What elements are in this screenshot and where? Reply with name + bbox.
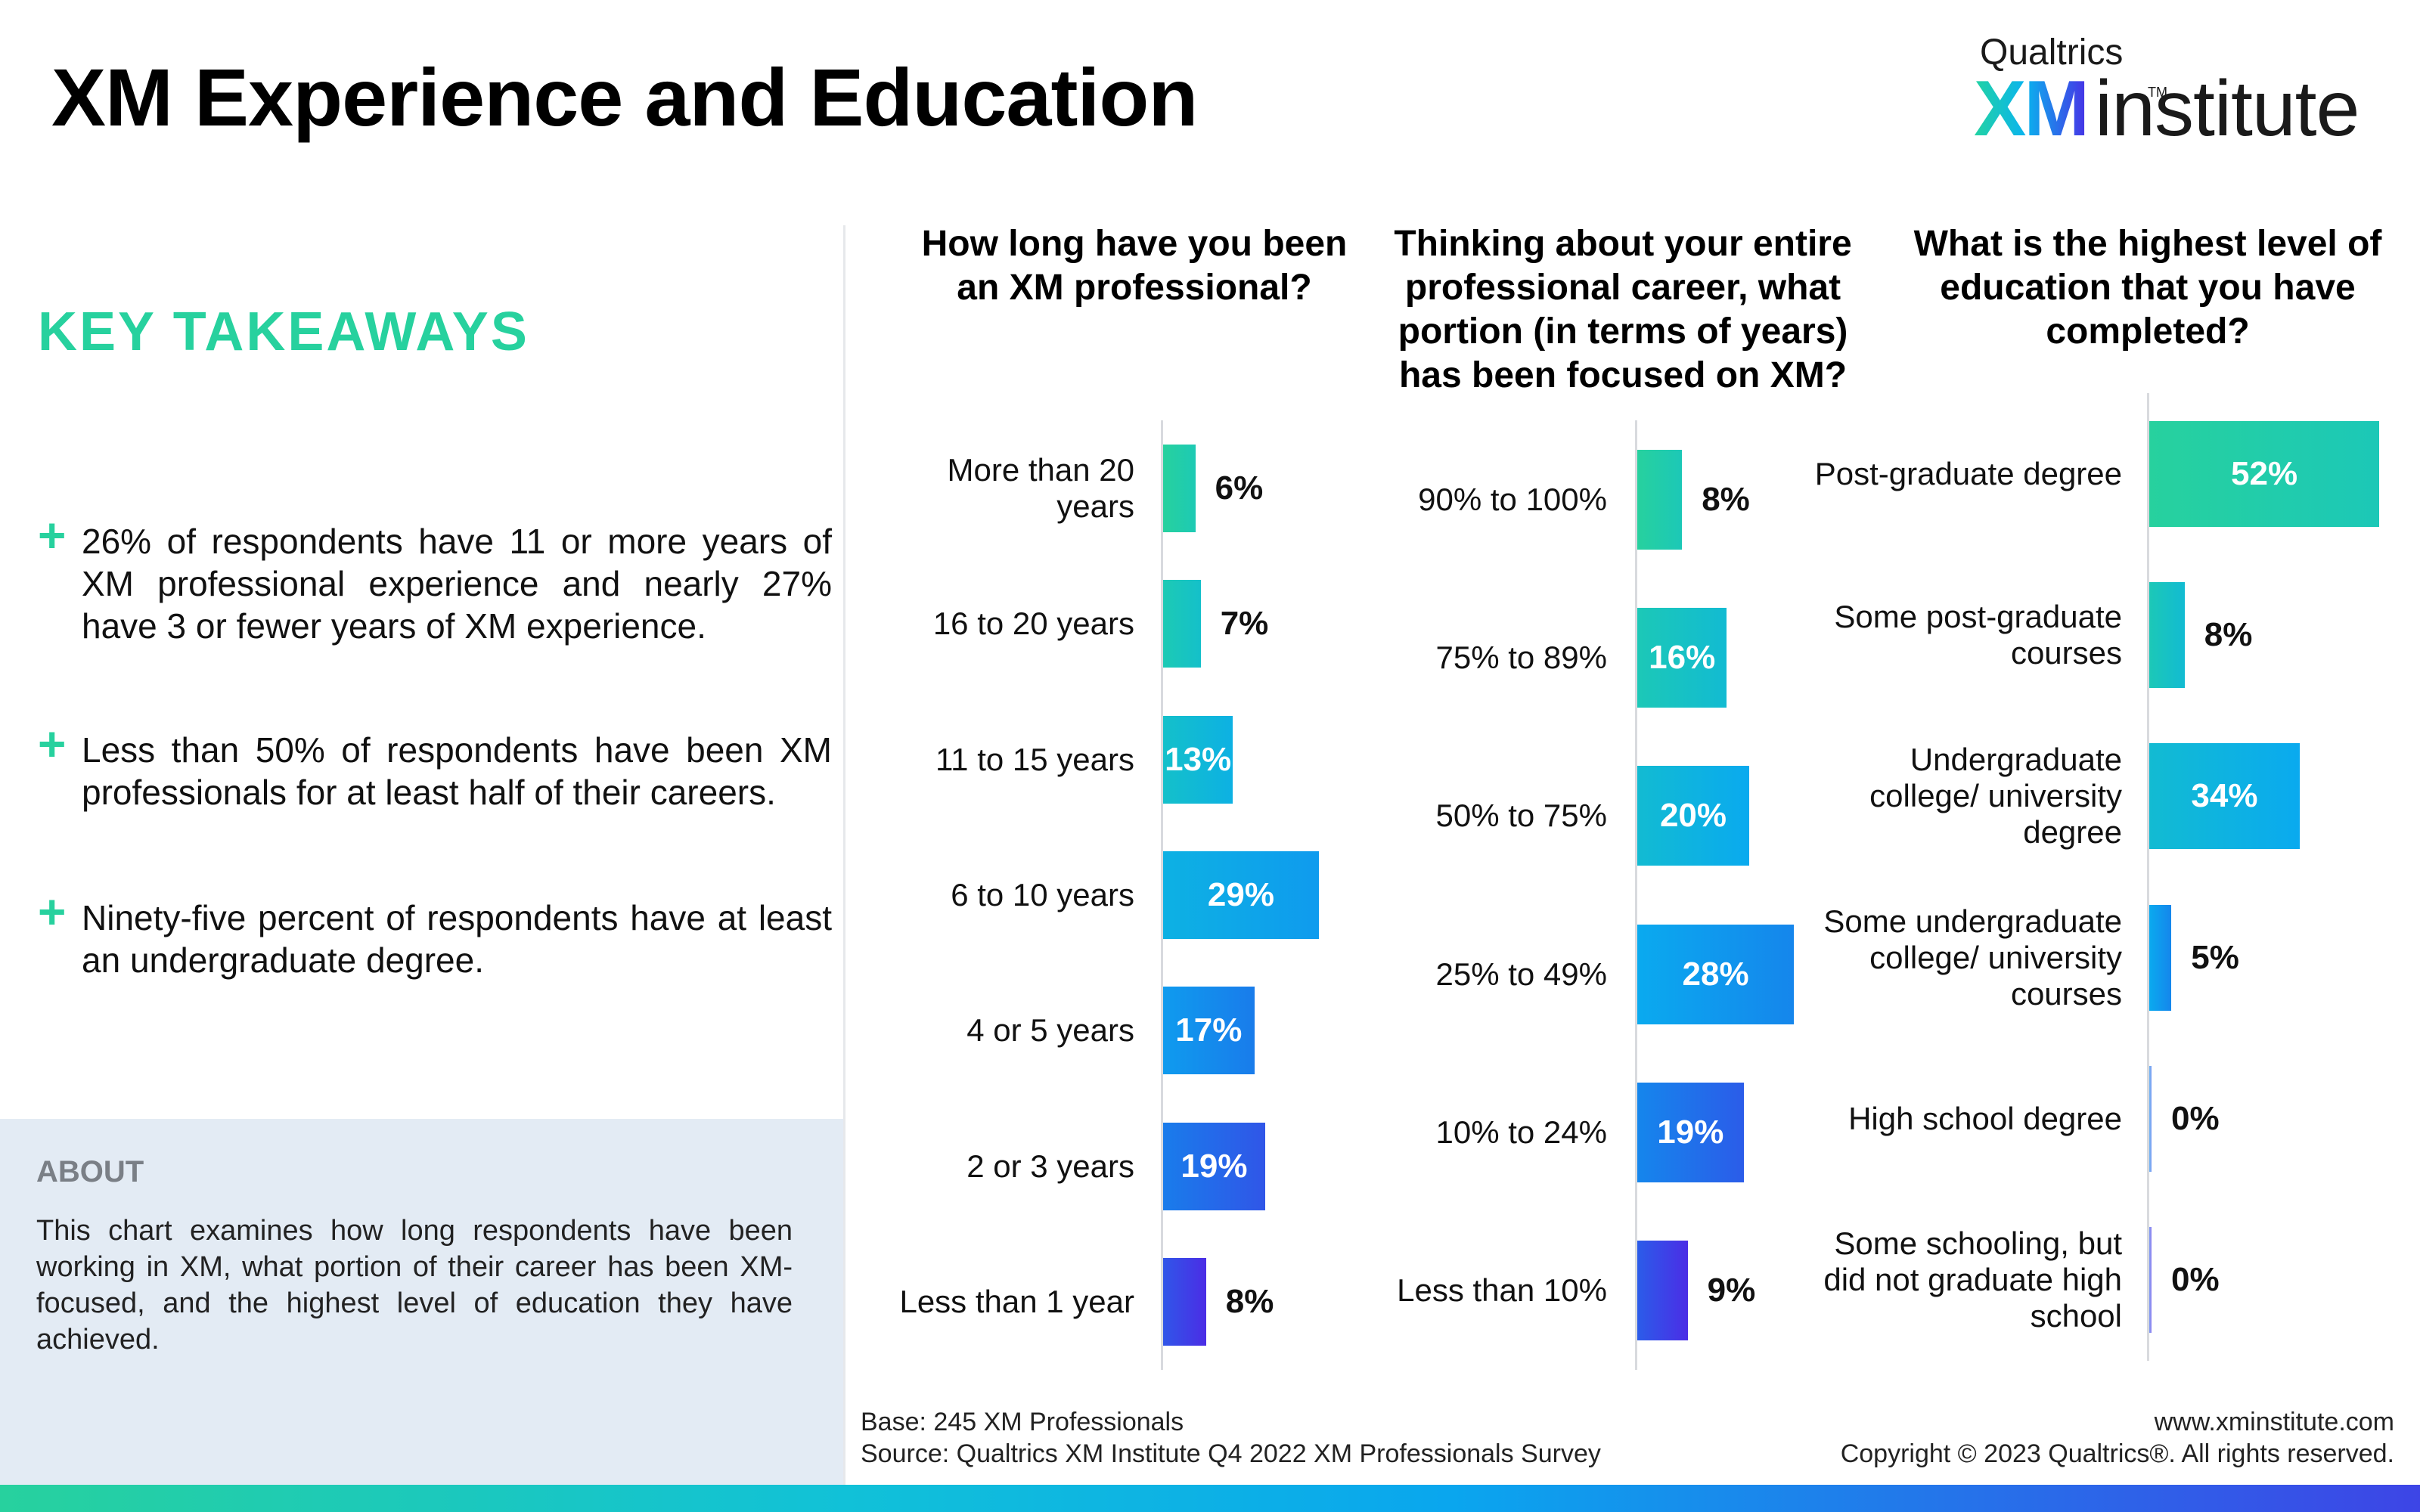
qualtrics-xm-institute-logo: Qualtrics XMinstitute <box>1974 27 2397 148</box>
bar <box>2149 582 2185 688</box>
page-title: XM Experience and Education <box>51 51 1198 143</box>
chart-axis <box>2147 393 2149 1361</box>
bar <box>2149 904 2172 1011</box>
data-label: 5% <box>2191 938 2239 976</box>
bar <box>1163 987 1255 1075</box>
data-label: 7% <box>1220 605 1269 643</box>
takeaway-text: Ninety-five percent of respondents have … <box>82 898 832 980</box>
logo-xm-text: XM <box>1974 65 2090 153</box>
takeaway-text: 26% of respondents have 11 or more years… <box>82 522 832 646</box>
bar <box>2149 420 2380 527</box>
chart-1-title: How long have you been an XM professiona… <box>921 224 1348 308</box>
logo-main-text: XMinstitute <box>1974 70 2360 148</box>
chart-2-title: Thinking about your entire professional … <box>1394 224 1852 395</box>
about-text: This chart examines how long respondents… <box>36 1215 793 1356</box>
category-label: 50% to 75% <box>1435 798 1608 834</box>
bar <box>1163 1122 1265 1210</box>
data-label: 9% <box>1707 1272 1756 1309</box>
category-label: High school degree <box>1848 1101 2122 1136</box>
chart-3-title: What is the highest level of education t… <box>1913 224 2382 352</box>
logo-institute-text: institute <box>2095 65 2360 153</box>
data-label: 34% <box>2191 779 2258 813</box>
bar <box>1163 851 1319 939</box>
brand-gradient-strip <box>0 1485 2420 1512</box>
category-label: Less than 10% <box>1397 1272 1607 1309</box>
footer-base: Base: 245 XM Professionals <box>861 1408 1184 1436</box>
takeaway-item: + Ninety-five percent of respondents hav… <box>38 888 832 987</box>
data-label: 6% <box>1215 469 1264 507</box>
data-label: 8% <box>2204 616 2253 653</box>
category-label: 2 or 3 years <box>966 1148 1134 1184</box>
category-label: 11 to 15 years <box>935 741 1134 777</box>
bar <box>1637 924 1795 1024</box>
data-label: 13% <box>1165 742 1232 776</box>
category-label: 6 to 10 years <box>951 877 1134 912</box>
takeaway-item: + Less than 50% of respondents have been… <box>38 720 832 857</box>
data-label: 0% <box>2171 1100 2220 1137</box>
data-label: 20% <box>1659 799 1727 833</box>
bar <box>2149 1066 2152 1172</box>
logo-qualtrics-text: Qualtrics <box>1980 33 2124 73</box>
bar <box>1163 580 1201 668</box>
category-label: 10% to 24% <box>1435 1114 1608 1150</box>
chart-axis <box>1635 420 1637 1370</box>
bar <box>1637 766 1749 866</box>
about-heading: ABOUT <box>36 1155 144 1188</box>
plus-icon: + <box>38 717 67 771</box>
bar <box>1637 1241 1688 1341</box>
data-label: 8% <box>1702 480 1750 518</box>
data-label: 8% <box>1225 1283 1274 1321</box>
bar <box>1163 444 1196 532</box>
category-label: Some schooling, but did not graduate hig… <box>1823 1225 2122 1334</box>
category-label: 25% to 49% <box>1435 956 1608 992</box>
category-label: Less than 1 year <box>899 1284 1134 1320</box>
data-label: 19% <box>1657 1116 1724 1149</box>
bar <box>1637 449 1683 550</box>
category-label: More than 20 years <box>947 451 1135 524</box>
category-label: Some undergraduate college/ university c… <box>1823 903 2122 1012</box>
bar <box>1163 1258 1206 1346</box>
category-label: Undergraduate college/ university degree <box>1869 742 2122 850</box>
data-label: 0% <box>2171 1261 2220 1299</box>
about-panel: ABOUT This chart examines how long respo… <box>0 1119 844 1485</box>
data-label: 19% <box>1181 1149 1248 1183</box>
footer-website-text[interactable]: www.xminstitute.com <box>2154 1408 2394 1436</box>
plus-icon: + <box>38 885 67 939</box>
bar <box>2149 1227 2152 1334</box>
section-divider <box>843 225 845 1485</box>
category-label: Post-graduate degree <box>1814 455 2122 491</box>
category-label: 90% to 100% <box>1418 481 1607 517</box>
data-label: 17% <box>1175 1014 1243 1048</box>
data-label: 29% <box>1207 878 1274 912</box>
bar <box>1163 715 1233 804</box>
plus-icon: + <box>38 508 67 562</box>
data-label: 16% <box>1649 641 1716 674</box>
takeaway-item: + 26% of respondents have 11 or more yea… <box>38 511 832 694</box>
bar <box>1637 608 1727 708</box>
chart-axis <box>1161 420 1163 1370</box>
category-label: 75% to 89% <box>1435 640 1608 675</box>
category-label: 4 or 5 years <box>966 1012 1134 1049</box>
data-label: 28% <box>1682 957 1749 991</box>
logo-trademark: TM <box>2148 85 2167 100</box>
bar <box>1637 1083 1744 1182</box>
footer-source: Source: Qualtrics XM Institute Q4 2022 X… <box>861 1439 1601 1468</box>
data-label: 52% <box>2231 457 2298 491</box>
category-label: 16 to 20 years <box>932 606 1134 642</box>
takeaway-text: Less than 50% of respondents have been X… <box>82 730 832 812</box>
footer-copyright: Copyright © 2023 Qualtrics®. All rights … <box>1840 1439 2394 1468</box>
key-takeaways-heading: KEY TAKEAWAYS <box>38 302 529 362</box>
footer-website[interactable]: www.xminstitute.com <box>2155 1408 2394 1437</box>
category-label: Some post-graduate courses <box>1834 599 2122 671</box>
bar <box>2149 743 2300 850</box>
